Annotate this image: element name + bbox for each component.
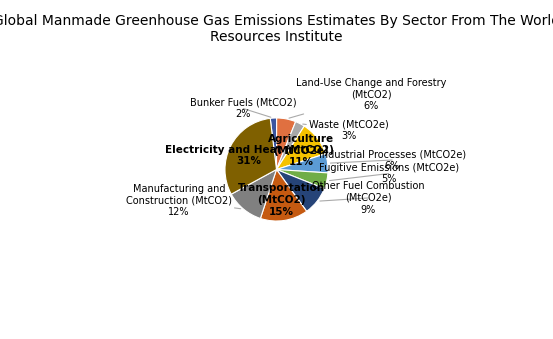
Wedge shape [225,118,276,194]
Text: Transportation
(MtCO2)
15%: Transportation (MtCO2) 15% [238,183,325,217]
Wedge shape [276,154,328,173]
Text: Land-Use Change and Forestry
(MtCO2)
6%: Land-Use Change and Forestry (MtCO2) 6% [289,78,446,118]
Wedge shape [276,118,296,170]
Wedge shape [276,170,328,188]
Text: Global Manmade Greenhouse Gas Emissions Estimates By Sector From The World
Resou: Global Manmade Greenhouse Gas Emissions … [0,14,553,44]
Text: Agriculture
(MtCO2e)
11%: Agriculture (MtCO2e) 11% [268,134,334,167]
Text: Other Fuel Combustion
(MtCO2e)
9%: Other Fuel Combustion (MtCO2e) 9% [312,181,424,215]
Text: Manufacturing and
Construction (MtCO2)
12%: Manufacturing and Construction (MtCO2) 1… [126,184,241,217]
Text: Industrial Processes (MtCO2e)
6%: Industrial Processes (MtCO2e) 6% [319,149,466,171]
Wedge shape [276,170,325,211]
Text: Bunker Fuels (MtCO2)
2%: Bunker Fuels (MtCO2) 2% [190,98,296,119]
Wedge shape [276,126,326,170]
Wedge shape [260,170,307,221]
Wedge shape [270,118,276,170]
Text: Fugitive Emissions (MtCO2e)
5%: Fugitive Emissions (MtCO2e) 5% [319,163,458,184]
Wedge shape [231,170,276,218]
Wedge shape [276,122,304,170]
Text: Electricity and Heat (MtCO2)
31%: Electricity and Heat (MtCO2) 31% [165,144,333,166]
Text: Waste (MtCO2e)
3%: Waste (MtCO2e) 3% [303,119,389,141]
